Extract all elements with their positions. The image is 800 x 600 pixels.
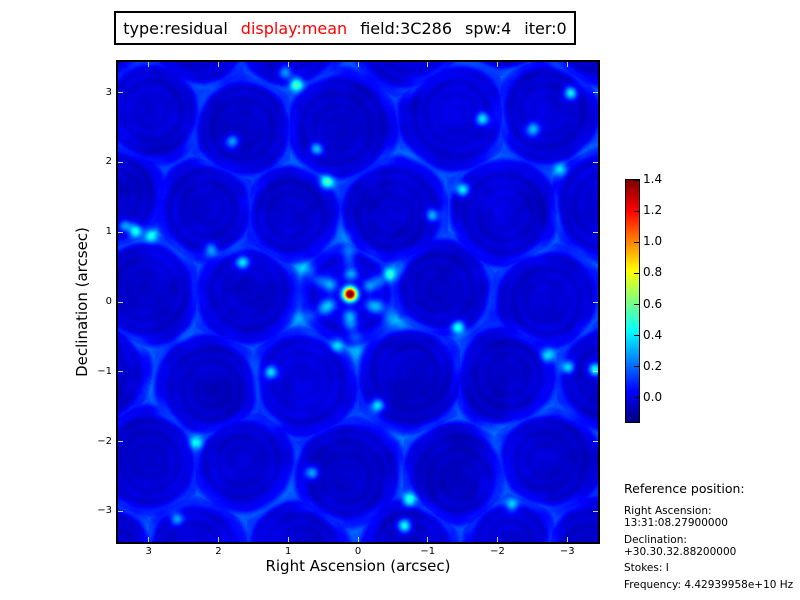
x-tick-label: −2	[490, 546, 505, 557]
colorbar-tick-mark	[634, 304, 639, 305]
reference-position-block: Reference position: Right Ascension: 13:…	[624, 481, 800, 595]
x-tick-label: −3	[559, 546, 575, 557]
x-tick-mark	[287, 62, 289, 67]
reference-title: Reference position:	[624, 481, 745, 496]
colorbar-tick-label: 1.4	[643, 172, 663, 186]
x-tick-label: 1	[285, 546, 292, 557]
colorbar-tick-label: 0.0	[643, 389, 663, 404]
colorbar-tick-label: 0.8	[643, 265, 663, 280]
x-tick-mark	[566, 62, 568, 67]
y-tick-mark	[118, 92, 123, 94]
y-tick-label: 2	[105, 156, 112, 168]
y-tick-label: −1	[97, 365, 112, 377]
y-tick-mark	[593, 231, 598, 233]
y-tick-mark	[118, 510, 123, 512]
title-iter: iter:0	[524, 18, 567, 38]
title-field: field:3C286	[360, 18, 453, 38]
y-tick-label: −3	[97, 505, 112, 517]
x-axis-label: Right Ascension (arcsec)	[265, 557, 451, 575]
x-tick-mark	[217, 62, 219, 67]
colorbar-tick-mark	[634, 366, 639, 368]
title-display: display:mean	[240, 18, 348, 38]
colorbar-tick-mark	[634, 180, 639, 181]
x-tick-mark	[566, 537, 568, 542]
y-tick-label: 1	[105, 226, 112, 238]
colorbar	[626, 180, 639, 422]
title-box: type:residual display:mean field:3C286 s…	[114, 11, 576, 45]
colorbar-tick-label: 0.6	[643, 296, 663, 311]
y-tick-label: −2	[97, 435, 112, 447]
y-tick-mark	[593, 92, 598, 94]
colorbar-tick-mark	[634, 241, 639, 243]
colorbar-tick-mark	[634, 335, 639, 337]
colorbar-tick-mark	[634, 397, 639, 399]
x-tick-mark	[287, 537, 289, 542]
y-tick-mark	[118, 161, 123, 163]
colorbar-tick-label: 0.2	[643, 358, 663, 373]
colorbar-tick-label: 0.4	[643, 327, 663, 342]
y-tick-mark	[118, 371, 123, 373]
y-tick-mark	[593, 441, 598, 443]
x-tick-mark	[148, 537, 150, 542]
reference-frequency: Frequency: 4.42939958e+10 Hz	[624, 578, 794, 591]
y-tick-label: 0	[105, 296, 112, 307]
y-tick-mark	[118, 441, 123, 443]
reference-dec: Declination: +30.30.32.88200000	[624, 533, 737, 558]
x-tick-label: 0	[354, 546, 362, 557]
y-tick-mark	[118, 231, 123, 233]
x-tick-mark	[357, 62, 359, 67]
reference-stokes: Stokes: I	[624, 562, 669, 574]
reference-ra: Right Ascension: 13:31:08.27900000	[624, 505, 728, 529]
y-tick-label: 3	[105, 86, 112, 98]
y-tick-mark	[118, 301, 123, 303]
y-tick-mark	[593, 371, 598, 373]
x-tick-mark	[497, 537, 499, 542]
y-tick-mark	[593, 510, 598, 512]
x-tick-label: −1	[420, 546, 436, 557]
x-tick-mark	[148, 62, 150, 67]
x-tick-mark	[497, 62, 499, 67]
y-tick-mark	[593, 161, 598, 163]
title-spw: spw:4	[465, 18, 512, 38]
x-tick-label: 3	[145, 546, 152, 557]
title-type: type:residual	[123, 18, 228, 38]
x-tick-mark	[357, 537, 359, 542]
x-tick-mark	[427, 62, 429, 67]
x-tick-mark	[427, 537, 429, 542]
y-tick-mark	[593, 301, 598, 303]
x-tick-label: 2	[215, 546, 222, 557]
colorbar-frame	[625, 179, 640, 423]
x-tick-mark	[217, 537, 219, 542]
colorbar-tick-mark	[634, 272, 639, 274]
colorbar-tick-mark	[634, 210, 639, 212]
residual-heatmap[interactable]	[118, 62, 598, 542]
colorbar-tick-label: 1.0	[643, 234, 663, 249]
plot-frame	[116, 60, 600, 544]
colorbar-tick-label: 1.2	[643, 203, 663, 218]
